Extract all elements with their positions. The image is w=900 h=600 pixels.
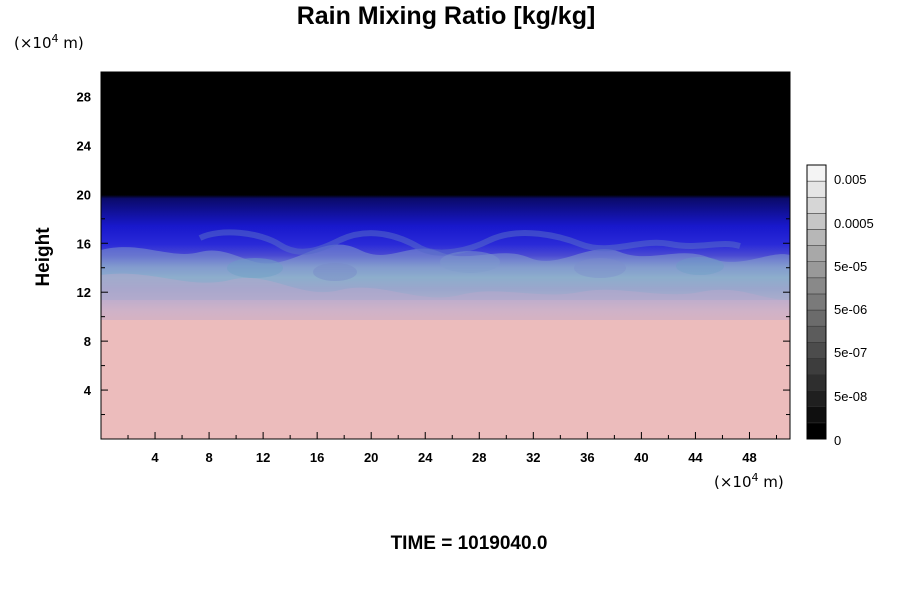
x-axis: 4 8 12 16 20 24 28 32 36 40 44 48 bbox=[127, 72, 777, 465]
colorbar-level bbox=[806, 325, 827, 343]
x-tick-label: 4 bbox=[151, 450, 159, 465]
y-axis-label: Height bbox=[33, 227, 54, 287]
chart-title: Rain Mixing Ratio [kg/kg] bbox=[297, 2, 596, 30]
colorbar-level bbox=[806, 390, 827, 408]
y-tick-label: 16 bbox=[77, 236, 91, 251]
y-tick-label: 24 bbox=[77, 138, 92, 153]
colorbar-level bbox=[806, 309, 827, 327]
colorbar-level bbox=[806, 422, 827, 440]
y-tick-label: 20 bbox=[77, 187, 91, 202]
colorbar-label: 5e-07 bbox=[834, 345, 867, 360]
x-tick-label: 44 bbox=[688, 450, 703, 465]
colorbar-label: 0 bbox=[834, 433, 841, 448]
x-tick-label: 16 bbox=[310, 450, 324, 465]
colorbar: 0.005 0.0005 5e-05 5e-06 5e-07 5e-08 0 bbox=[806, 164, 874, 448]
colorbar-level bbox=[806, 342, 827, 359]
x-tick-label: 32 bbox=[526, 450, 540, 465]
colorbar-level bbox=[806, 374, 827, 391]
y-tick-label: 8 bbox=[84, 334, 91, 349]
colorbar-level bbox=[806, 261, 827, 279]
y-tick-label: 28 bbox=[77, 89, 91, 104]
colorbar-level bbox=[806, 245, 827, 262]
x-tick-label: 20 bbox=[364, 450, 378, 465]
plot-frame bbox=[100, 71, 791, 440]
x-tick-label: 36 bbox=[580, 450, 594, 465]
x-tick-label: 24 bbox=[418, 450, 433, 465]
colorbar-label: 5e-05 bbox=[834, 259, 867, 274]
x-tick-label: 48 bbox=[742, 450, 756, 465]
colorbar-level bbox=[806, 358, 827, 375]
x-tick-label: 8 bbox=[205, 450, 212, 465]
colorbar-level bbox=[806, 164, 827, 182]
colorbar-level bbox=[806, 180, 827, 198]
x-axis-unit: (×104 m) bbox=[714, 471, 784, 491]
y-axis-unit: (×104 m) bbox=[14, 32, 84, 52]
colorbar-level bbox=[806, 213, 827, 230]
colorbar-label: 5e-06 bbox=[834, 302, 867, 317]
plot-area bbox=[101, 72, 790, 439]
colorbar-level bbox=[806, 293, 827, 311]
colorbar-level bbox=[806, 406, 827, 424]
x-tick-label: 40 bbox=[634, 450, 648, 465]
y-tick-label: 12 bbox=[77, 285, 91, 300]
colorbar-label: 0.005 bbox=[834, 172, 867, 187]
y-tick-label: 4 bbox=[84, 383, 92, 398]
cloud-structures bbox=[101, 229, 790, 320]
x-tick-label: 12 bbox=[256, 450, 270, 465]
x-tick-label: 28 bbox=[472, 450, 486, 465]
colorbar-level bbox=[806, 277, 827, 295]
colorbar-level bbox=[806, 229, 827, 246]
colorbar-label: 5e-08 bbox=[834, 389, 867, 404]
colorbar-label: 0.0005 bbox=[834, 216, 874, 231]
colorbar-frame bbox=[806, 164, 827, 440]
colorbar-level bbox=[806, 196, 827, 214]
time-label: TIME = 1019040.0 bbox=[391, 533, 548, 554]
y-axis: 4 8 12 16 20 24 28 bbox=[77, 89, 790, 416]
